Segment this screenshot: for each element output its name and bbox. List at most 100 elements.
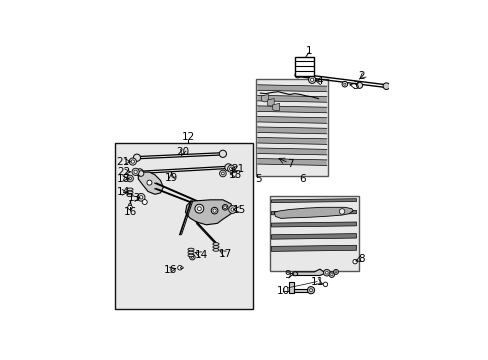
- Polygon shape: [257, 85, 326, 92]
- Ellipse shape: [187, 254, 194, 257]
- Ellipse shape: [128, 204, 131, 205]
- Polygon shape: [271, 199, 356, 203]
- Circle shape: [137, 193, 145, 201]
- Ellipse shape: [212, 248, 219, 251]
- Circle shape: [224, 206, 226, 209]
- Polygon shape: [257, 148, 326, 155]
- Circle shape: [197, 207, 201, 211]
- Circle shape: [309, 289, 312, 292]
- Bar: [294, 57, 314, 76]
- Text: 21: 21: [231, 164, 244, 174]
- Text: 14: 14: [117, 187, 130, 197]
- Circle shape: [224, 164, 232, 171]
- Bar: [288, 282, 294, 293]
- Polygon shape: [138, 172, 163, 194]
- Circle shape: [126, 175, 133, 182]
- Polygon shape: [257, 158, 326, 166]
- Circle shape: [323, 269, 329, 276]
- Polygon shape: [257, 116, 326, 123]
- Polygon shape: [257, 106, 326, 113]
- Circle shape: [142, 199, 147, 204]
- Text: 22: 22: [117, 167, 130, 177]
- Bar: [294, 288, 309, 292]
- Ellipse shape: [180, 267, 183, 269]
- Text: 9: 9: [284, 270, 291, 280]
- Ellipse shape: [212, 246, 219, 248]
- Polygon shape: [185, 200, 231, 225]
- Circle shape: [128, 177, 131, 180]
- Polygon shape: [257, 138, 326, 144]
- Circle shape: [339, 209, 344, 214]
- Circle shape: [133, 154, 140, 161]
- Text: 16: 16: [123, 207, 136, 217]
- Text: 3: 3: [352, 81, 359, 91]
- Circle shape: [211, 207, 218, 214]
- Circle shape: [134, 170, 137, 174]
- Text: 12: 12: [181, 132, 195, 142]
- Ellipse shape: [127, 194, 133, 197]
- Text: 17: 17: [218, 249, 231, 259]
- Bar: [115, 143, 253, 309]
- Ellipse shape: [127, 191, 133, 194]
- Circle shape: [330, 274, 332, 276]
- Circle shape: [325, 271, 327, 274]
- Ellipse shape: [187, 248, 194, 251]
- Circle shape: [343, 83, 346, 85]
- Circle shape: [136, 169, 143, 176]
- Circle shape: [191, 256, 193, 258]
- Bar: [269, 195, 358, 270]
- Polygon shape: [257, 95, 326, 102]
- Polygon shape: [271, 245, 356, 251]
- Text: 5: 5: [254, 174, 261, 184]
- Text: 13: 13: [127, 193, 141, 203]
- Circle shape: [227, 165, 234, 172]
- Circle shape: [189, 255, 195, 260]
- Circle shape: [230, 208, 234, 211]
- Polygon shape: [261, 94, 268, 102]
- Circle shape: [310, 78, 313, 81]
- Text: 10: 10: [276, 286, 289, 296]
- Ellipse shape: [292, 272, 297, 276]
- Circle shape: [219, 150, 226, 157]
- Circle shape: [222, 204, 227, 210]
- Text: 6: 6: [299, 174, 305, 184]
- Text: 16: 16: [163, 265, 177, 275]
- Text: 21: 21: [116, 157, 129, 167]
- Ellipse shape: [212, 243, 219, 245]
- Circle shape: [333, 269, 338, 274]
- Polygon shape: [271, 234, 356, 239]
- Circle shape: [356, 82, 362, 89]
- Text: 8: 8: [357, 255, 364, 264]
- Text: 2: 2: [357, 71, 364, 81]
- Circle shape: [212, 209, 216, 212]
- Polygon shape: [271, 210, 356, 215]
- Ellipse shape: [187, 251, 194, 254]
- Polygon shape: [267, 99, 274, 106]
- Circle shape: [334, 271, 336, 273]
- Text: 18: 18: [229, 170, 242, 180]
- Text: 7: 7: [287, 159, 293, 169]
- Text: 4: 4: [315, 76, 322, 86]
- Polygon shape: [272, 103, 279, 111]
- Circle shape: [219, 170, 226, 177]
- Circle shape: [195, 204, 203, 213]
- Circle shape: [229, 167, 232, 170]
- Circle shape: [328, 272, 334, 278]
- Text: 1: 1: [305, 46, 311, 56]
- Text: 11: 11: [310, 276, 323, 287]
- Circle shape: [146, 180, 152, 185]
- Circle shape: [382, 83, 389, 90]
- Text: 14: 14: [195, 250, 208, 260]
- Circle shape: [342, 81, 347, 87]
- Circle shape: [132, 168, 139, 175]
- Circle shape: [127, 205, 132, 210]
- Circle shape: [323, 282, 327, 287]
- Text: 19: 19: [164, 173, 178, 183]
- Text: 18: 18: [117, 174, 130, 184]
- Ellipse shape: [127, 188, 133, 191]
- Polygon shape: [294, 269, 325, 275]
- Polygon shape: [271, 222, 356, 227]
- Circle shape: [228, 206, 236, 213]
- Text: 20: 20: [176, 147, 189, 157]
- Circle shape: [307, 287, 314, 294]
